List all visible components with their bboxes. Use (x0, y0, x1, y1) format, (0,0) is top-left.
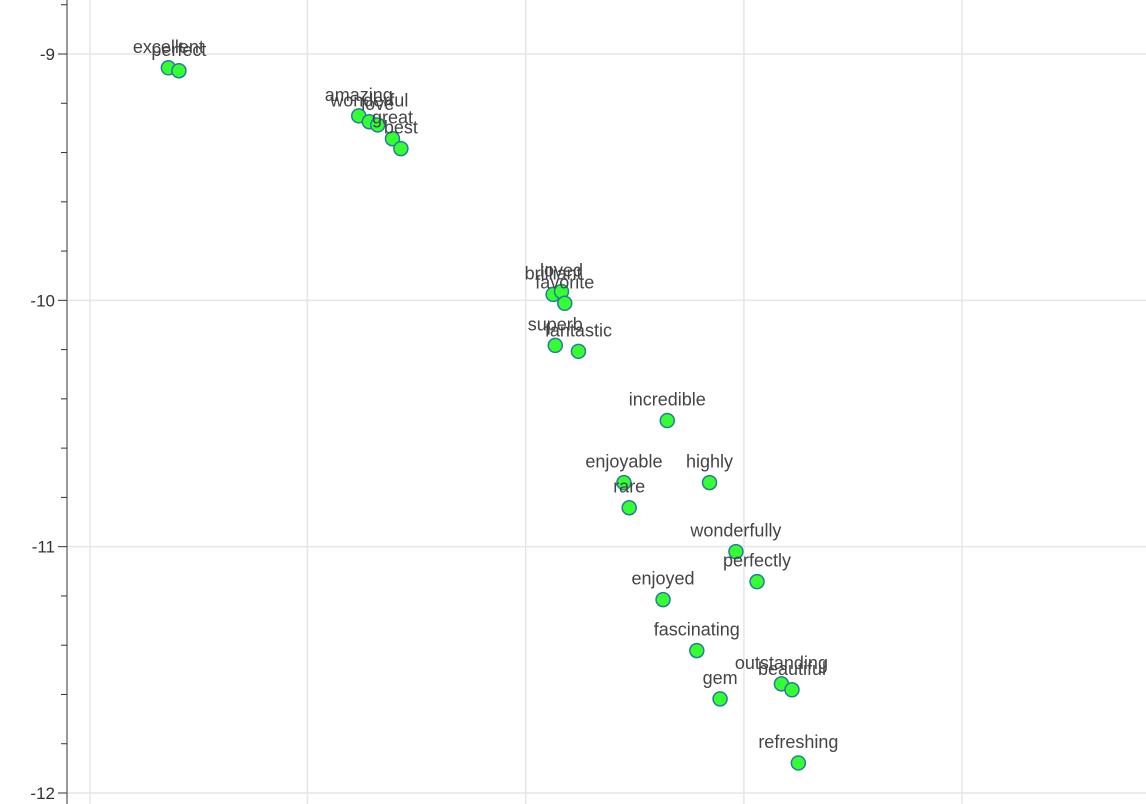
point-label-brilliant: brilliant (525, 263, 582, 283)
grid (68, 0, 1146, 804)
point-wonderfully[interactable] (728, 543, 744, 560)
point-label-enjoyable: enjoyable (585, 452, 662, 472)
point-label-highly: highly (686, 452, 733, 472)
point-perfect[interactable] (171, 63, 187, 79)
point-label-fascinating: fascinating (654, 620, 740, 640)
point-label-perfect: perfect (151, 40, 206, 60)
y-tick-label: -11 (32, 538, 55, 557)
point-label-loved: loved (540, 260, 583, 280)
point-beautiful[interactable] (784, 682, 800, 698)
point-enjoyed[interactable] (655, 591, 671, 608)
points (160, 60, 807, 771)
point-label-wonderful: wonderful (329, 91, 408, 111)
point-label-best: best (384, 118, 418, 138)
point-label-love: love (361, 94, 394, 114)
point-label-great: great (372, 108, 413, 128)
point-label-refreshing: refreshing (758, 732, 838, 752)
point-gem[interactable] (712, 691, 728, 707)
y-axis: -9 -10 -11 -12 (30, 0, 68, 804)
point-superb[interactable] (547, 337, 564, 354)
point-label-fantastic: fantastic (545, 320, 612, 340)
point-favorite[interactable] (556, 295, 573, 312)
point-great[interactable] (384, 130, 401, 147)
y-tick-label: -9 (40, 45, 55, 64)
point-love[interactable] (369, 117, 386, 133)
point-highly[interactable] (701, 474, 718, 491)
point-fascinating[interactable] (689, 642, 705, 659)
point-label-enjoyed: enjoyed (632, 569, 695, 589)
point-label-outstanding: outstanding (735, 653, 828, 673)
point-incredible[interactable] (659, 412, 676, 429)
point-label-rare: rare (613, 477, 645, 497)
point-fantastic[interactable] (570, 343, 587, 360)
point-label-beautiful: beautiful (758, 659, 826, 679)
point-label-wonderfully: wonderfully (689, 521, 781, 541)
point-label-amazing: amazing (325, 85, 393, 105)
point-refreshing[interactable] (790, 755, 807, 771)
point-perfectly[interactable] (749, 573, 765, 590)
point-rare[interactable] (621, 499, 637, 516)
point-label-superb: superb (528, 314, 583, 334)
point-label-perfectly: perfectly (723, 551, 791, 571)
point-best[interactable] (393, 140, 409, 157)
point-label-incredible: incredible (629, 390, 706, 410)
point-label-gem: gem (703, 668, 738, 688)
y-tick-label: -10 (30, 291, 55, 310)
point-enjoyable[interactable] (616, 474, 632, 491)
y-tick-label: -12 (30, 784, 55, 803)
point-label-favorite: favorite (535, 272, 594, 292)
point-label-excellent: excellent (133, 37, 204, 57)
